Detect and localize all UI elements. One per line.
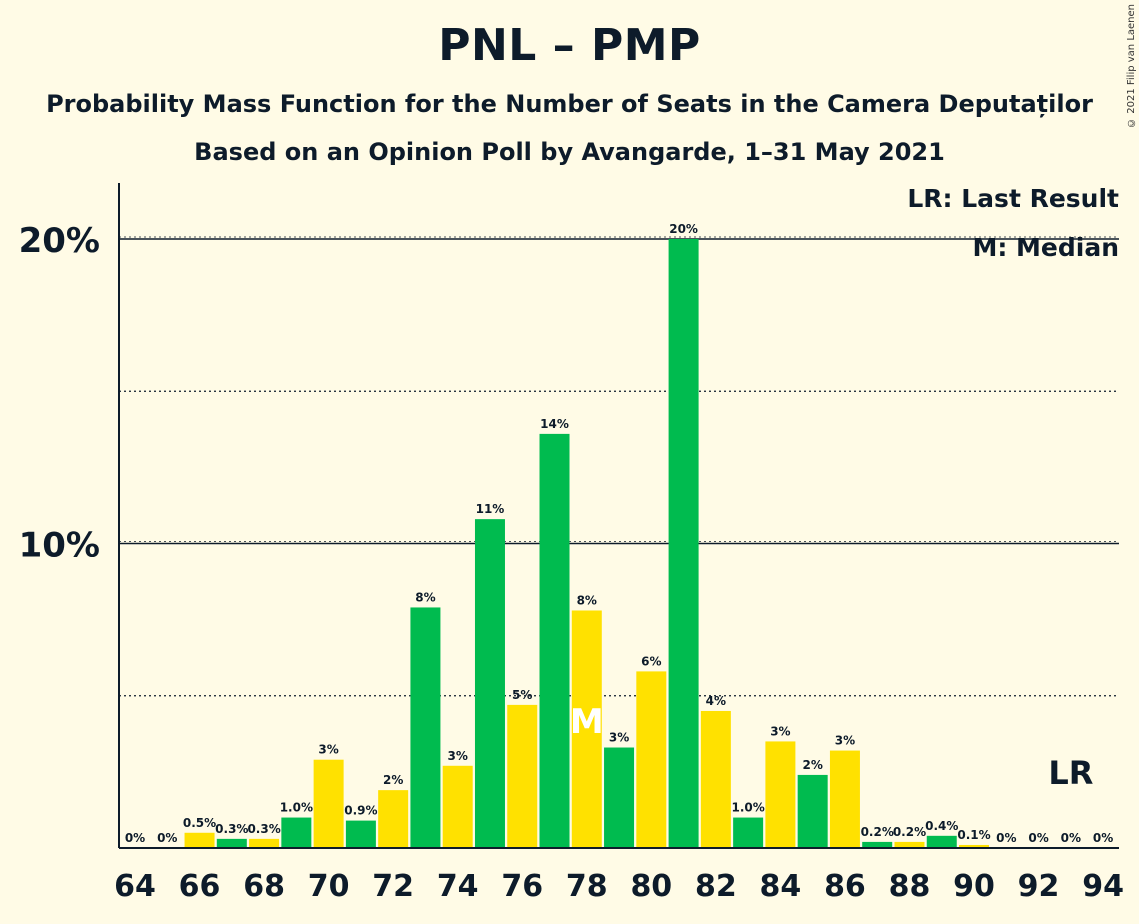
median-marker: M — [570, 702, 604, 742]
x-tick-label: 84 — [760, 869, 802, 904]
bar-label-seat-67: 0.3% — [215, 822, 248, 836]
axes — [118, 183, 1119, 849]
x-tick-label: 64 — [114, 869, 156, 904]
bar-seat-81 — [668, 239, 699, 848]
bar-seat-90 — [959, 844, 990, 848]
bar-label-seat-66: 0.5% — [183, 816, 216, 830]
chart-title: PNL – PMP — [438, 20, 701, 71]
bar-seat-71 — [345, 820, 376, 848]
y-tick-label: 20% — [19, 221, 100, 261]
bar-label-seat-69: 1.0% — [280, 801, 313, 815]
x-tick-label: 66 — [179, 869, 221, 904]
bar-seat-89 — [926, 835, 957, 848]
bar-label-seat-80: 6% — [641, 654, 661, 668]
x-tick-label: 82 — [695, 869, 737, 904]
x-tick-label: 78 — [566, 869, 608, 904]
bar-seat-68 — [249, 838, 280, 848]
bar-seat-77 — [539, 433, 570, 848]
bar-label-seat-74: 3% — [448, 749, 468, 763]
bar-label-seat-84: 3% — [770, 724, 790, 738]
bar-label-seat-90: 0.1% — [957, 828, 990, 842]
chart-source-line: Based on an Opinion Poll by Avangarde, 1… — [194, 138, 945, 166]
bar-seat-87 — [862, 841, 893, 848]
bar-label-seat-82: 4% — [706, 694, 726, 708]
bar-label-seat-71: 0.9% — [344, 804, 377, 818]
bar-label-seat-91: 0% — [996, 831, 1016, 845]
legend-median: M: Median — [972, 233, 1119, 262]
bar-seat-79 — [604, 747, 635, 848]
bar-label-seat-94: 0% — [1093, 831, 1113, 845]
bar-seat-88 — [894, 841, 925, 848]
bar-seat-83 — [733, 817, 764, 848]
bar-label-seat-65: 0% — [157, 831, 177, 845]
bar-seat-75 — [474, 519, 505, 848]
bar-label-seat-75: 11% — [476, 502, 505, 516]
legend-last-result: LR: Last Result — [907, 184, 1119, 213]
bar-label-seat-79: 3% — [609, 731, 629, 745]
gridlines — [119, 236, 1119, 697]
bar-seat-85 — [797, 774, 828, 848]
bar-label-seat-70: 3% — [318, 743, 338, 757]
x-tick-label: 90 — [953, 869, 995, 904]
bar-label-seat-86: 3% — [835, 734, 855, 748]
x-tick-label: 86 — [824, 869, 866, 904]
markers: M LR — [570, 702, 1093, 792]
bar-label-seat-85: 2% — [802, 758, 822, 772]
bar-label-seat-64: 0% — [125, 831, 145, 845]
bar-seat-78 — [571, 610, 602, 848]
bar-label-seat-87: 0.2% — [861, 825, 894, 839]
bar-label-seat-72: 2% — [383, 773, 403, 787]
x-tick-label: 70 — [308, 869, 350, 904]
bar-label-seat-68: 0.3% — [247, 822, 280, 836]
bar-label-seat-77: 14% — [540, 417, 569, 431]
x-tick-label: 92 — [1018, 869, 1060, 904]
x-tick-label: 80 — [630, 869, 672, 904]
bar-seat-70 — [313, 759, 344, 848]
bar-seat-66 — [184, 832, 215, 848]
bar-label-seat-78: 8% — [577, 593, 597, 607]
bar-seat-72 — [378, 790, 409, 848]
last-result-marker: LR — [1048, 754, 1093, 792]
bar-seat-76 — [507, 704, 538, 848]
y-tick-label: 10% — [19, 526, 100, 566]
bar-seat-67 — [216, 838, 247, 848]
bar-label-seat-73: 8% — [415, 590, 435, 604]
bar-seat-74 — [442, 765, 473, 848]
bar-label-seat-81: 20% — [669, 222, 698, 236]
y-tick-labels: 10% 20% — [19, 221, 100, 566]
bar-seat-84 — [765, 741, 796, 848]
bar-seat-69 — [281, 817, 312, 848]
bar-seat-86 — [829, 750, 860, 848]
chart-subtitle: Probability Mass Function for the Number… — [46, 90, 1093, 118]
x-tick-label: 94 — [1082, 869, 1124, 904]
x-tick-label: 72 — [372, 869, 414, 904]
x-tick-label: 68 — [243, 869, 285, 904]
x-tick-label: 76 — [501, 869, 543, 904]
bar-seat-82 — [700, 710, 731, 848]
bar-label-seat-89: 0.4% — [925, 819, 958, 833]
x-tick-label: 74 — [437, 869, 479, 904]
bar-seat-73 — [410, 607, 441, 848]
bar-label-seat-76: 5% — [512, 688, 532, 702]
bars — [184, 239, 990, 848]
x-tick-labels: 64 66 68 70 72 74 76 78 80 82 84 86 88 90 92 94 — [114, 869, 1124, 904]
bar-seat-80 — [636, 671, 667, 848]
bar-label-seat-83: 1.0% — [731, 801, 764, 815]
bar-label-seat-92: 0% — [1028, 831, 1048, 845]
bar-labels: 0% 0%0.5%0.3%0.3%1.0%3%0.9%2%8%3%11%5%14%… — [125, 222, 1113, 845]
bar-label-seat-93: 0% — [1061, 831, 1081, 845]
bar-label-seat-88: 0.2% — [893, 825, 926, 839]
x-tick-label: 88 — [889, 869, 931, 904]
